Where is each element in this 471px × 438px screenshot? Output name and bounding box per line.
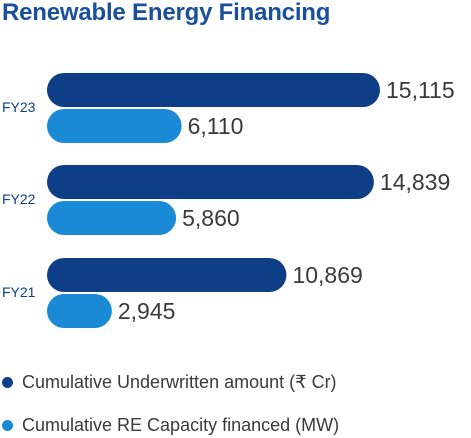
chart-title: Renewable Energy Financing <box>2 0 331 26</box>
data-label: 5,860 <box>182 205 240 231</box>
legend-item-capacity: Cumulative RE Capacity financed (MW) <box>0 413 339 437</box>
category-label: FY22 <box>2 191 36 207</box>
data-label: 10,869 <box>292 262 362 288</box>
category-label: FY21 <box>2 284 36 300</box>
category-label: FY23 <box>2 99 36 115</box>
bar <box>47 294 112 328</box>
data-label: 15,115 <box>386 77 455 103</box>
bar <box>47 73 380 107</box>
legend-label-capacity: Cumulative RE Capacity financed (MW) <box>22 414 340 435</box>
data-label: 2,945 <box>118 298 176 324</box>
bar <box>47 109 182 143</box>
legend-label-underwritten: Cumulative Underwritten amount (₹ Cr) <box>22 371 337 392</box>
data-label: 6,110 <box>188 113 244 139</box>
bar-chart: FY23 15,115 6,110 FY22 14,839 5,860 FY21 10,869… <box>2 73 455 328</box>
legend-marker-underwritten <box>2 376 13 388</box>
data-label: 14,839 <box>380 169 450 195</box>
legend-item-underwritten: Cumulative Underwritten amount (₹ Cr) <box>0 370 337 394</box>
bar <box>47 258 287 292</box>
legend-marker-capacity <box>2 419 13 431</box>
bar <box>47 165 374 199</box>
bar <box>47 201 177 235</box>
